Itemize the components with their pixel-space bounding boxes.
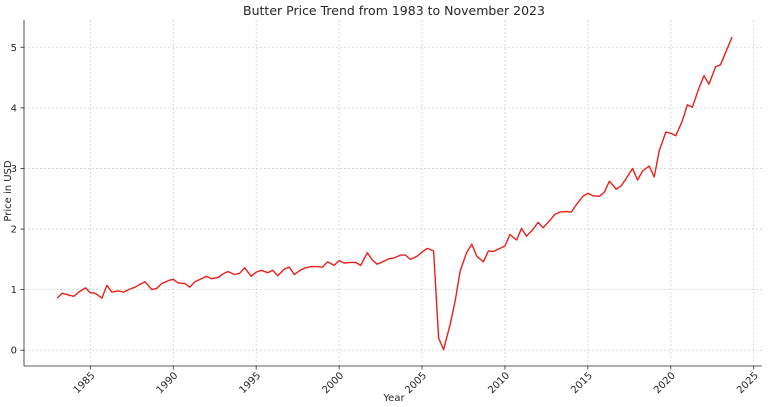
x-tick-label: 2025	[735, 370, 761, 396]
x-tick-label: 1990	[155, 370, 181, 396]
y-tick-label: 5	[11, 43, 17, 54]
y-tick-label: 3	[11, 164, 17, 175]
y-tick-label: 0	[11, 346, 17, 357]
x-tick-label: 2005	[403, 370, 429, 396]
ticks: 1985 1990 1995 2000 2005 2010 2015 2020 2025 0 1 2 3…	[11, 43, 761, 396]
x-tick-label: 1995	[238, 370, 264, 396]
x-axis-label: Year	[382, 393, 405, 404]
x-tick-label: 2020	[652, 370, 678, 396]
y-tick-label: 1	[11, 285, 17, 296]
series	[56, 36, 733, 351]
x-tick-label: 2010	[486, 370, 512, 396]
y-tick-label: 2	[11, 225, 17, 236]
grid	[24, 20, 762, 366]
y-tick-label: 4	[11, 103, 17, 114]
y-axis-label: Price in USD	[3, 160, 14, 222]
x-tick-label: 2015	[569, 370, 595, 396]
x-tick-label: 1985	[72, 370, 98, 396]
series-line	[56, 36, 733, 351]
chart-title: Butter Price Trend from 1983 to November…	[243, 3, 545, 18]
axes	[23, 20, 762, 367]
x-tick-label: 2000	[320, 370, 346, 396]
